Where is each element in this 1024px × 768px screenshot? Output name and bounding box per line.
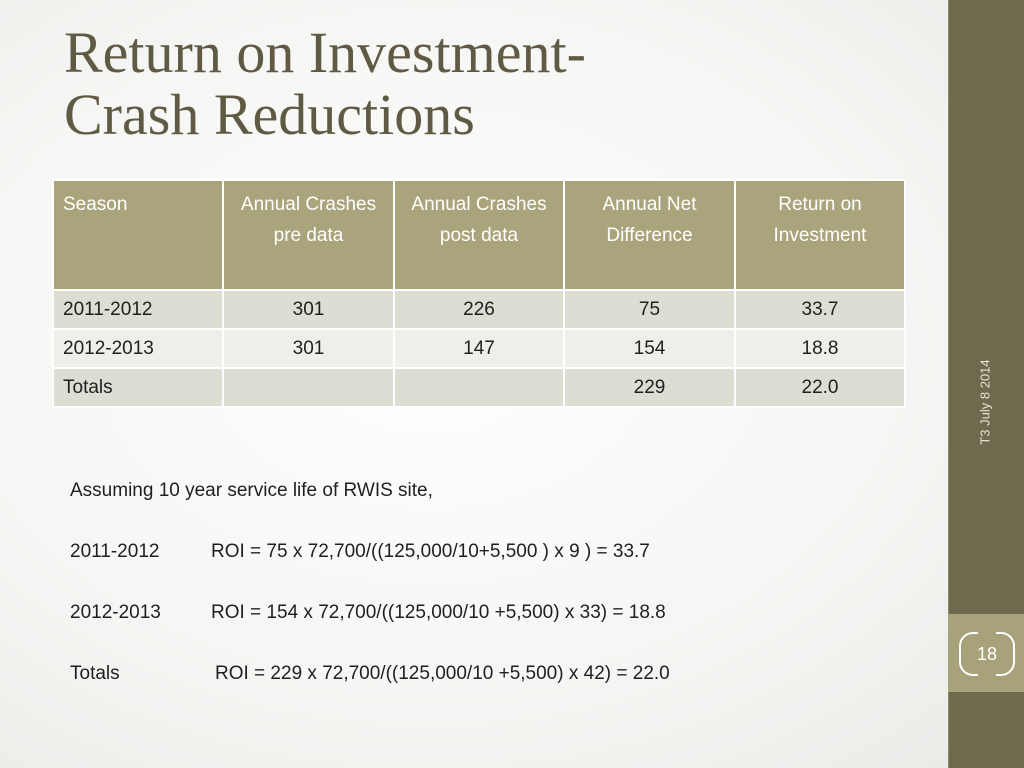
cell-crashes-pre: 301: [222, 328, 395, 369]
cell-net-difference: 154: [563, 328, 736, 369]
slide-title: Return on Investment- Crash Reductions: [64, 22, 586, 146]
formula-label: Totals: [70, 663, 120, 684]
formula-label: 2012-2013: [70, 602, 161, 623]
slide-title-line-2: Crash Reductions: [64, 82, 475, 147]
formula-text: ROI = 75 x 72,700/((125,000/10+5,500 ) x…: [211, 541, 650, 562]
cell-crashes-post: 147: [393, 328, 565, 369]
table-row: 2011-2012 301 226 75 33.7: [52, 289, 906, 330]
footer-date: T3 July 8 2014: [977, 359, 993, 445]
table-row: 2012-2013 301 147 154 18.8: [52, 328, 906, 369]
sidebar-divider: [948, 0, 949, 768]
page-number-bracket: [959, 631, 1015, 677]
assumption-text: Assuming 10 year service life of RWIS si…: [70, 480, 433, 501]
cell-roi: 22.0: [734, 367, 906, 408]
header-net-difference: Annual Net Difference: [563, 179, 736, 291]
cell-crashes-pre: [222, 367, 395, 408]
cell-season: Totals: [52, 367, 224, 408]
formula-line: 2012-2013 ROI = 154 x 72,700/((125,000/10…: [70, 602, 666, 624]
formula-text: ROI = 229 x 72,700/((125,000/10 +5,500) …: [215, 663, 670, 684]
cell-season: 2012-2013: [52, 328, 224, 369]
cell-net-difference: 229: [563, 367, 736, 408]
page-number: 18: [976, 644, 998, 664]
formula-text: ROI = 154 x 72,700/((125,000/10 +5,500) …: [211, 602, 666, 623]
roi-table: Season Annual Crashes pre data Annual Cr…: [52, 179, 906, 408]
slide-title-line-1: Return on Investment-: [64, 20, 586, 85]
cell-season: 2011-2012: [52, 289, 224, 330]
cell-net-difference: 75: [563, 289, 736, 330]
header-season: Season: [52, 179, 224, 291]
cell-crashes-post: [393, 367, 565, 408]
header-crashes-pre: Annual Crashes pre data: [222, 179, 395, 291]
formula-label: 2011-2012: [70, 541, 160, 562]
cell-roi: 33.7: [734, 289, 906, 330]
table-row: Totals 229 22.0: [52, 367, 906, 408]
formula-line: 2011-2012 ROI = 75 x 72,700/((125,000/10+…: [70, 541, 650, 563]
formula-line: Totals ROI = 229 x 72,700/((125,000/10 +5…: [70, 663, 670, 685]
cell-crashes-pre: 301: [222, 289, 395, 330]
cell-roi: 18.8: [734, 328, 906, 369]
header-roi: Return on Investment: [734, 179, 906, 291]
table-header-row: Season Annual Crashes pre data Annual Cr…: [52, 179, 906, 291]
header-crashes-post: Annual Crashes post data: [393, 179, 565, 291]
cell-crashes-post: 226: [393, 289, 565, 330]
